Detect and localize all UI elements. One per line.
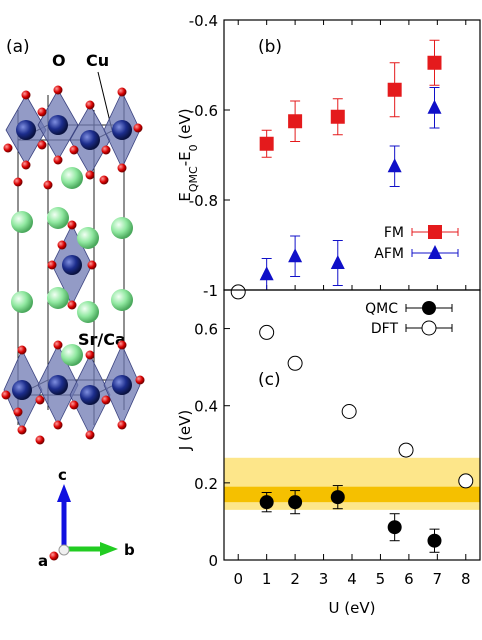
panel-b-label: (b)	[258, 37, 282, 57]
energy-chart: -1 -0.8 -0.6 -0.4 (b) EQMC-E0 (eV) FM AFM	[176, 12, 481, 300]
afm-point	[387, 158, 402, 173]
atom-label-cu: Cu	[86, 51, 109, 70]
exchange-xtick-label: 1	[262, 570, 272, 588]
exchange-chart-legend: QMC DFT	[365, 301, 453, 337]
dft-point	[230, 284, 246, 300]
energy-ytick-label: -0.8	[189, 192, 218, 210]
legend-marker-qmc	[422, 301, 436, 315]
o-atoms	[1, 85, 145, 445]
a-axis-marker	[49, 551, 59, 561]
qmc-point	[259, 495, 274, 510]
exchange-chart-bands	[224, 457, 480, 510]
qmc-point	[387, 520, 402, 535]
exchange-xtick-label: 7	[433, 570, 443, 588]
legend-label-dft: DFT	[371, 321, 399, 337]
energy-chart-ticks: -1 -0.8 -0.6 -0.4	[189, 12, 467, 300]
legend-marker-afm	[428, 245, 442, 259]
exchange-xtick-label: 8	[461, 570, 471, 588]
legend-label-qmc: QMC	[365, 301, 398, 317]
fm-point	[288, 114, 303, 129]
exchange-chart-frame	[223, 289, 481, 561]
dft-point	[259, 324, 275, 340]
exchange-ytick-label: 0.2	[194, 475, 218, 493]
cu-atoms	[12, 115, 132, 405]
legend-label-afm: AFM	[374, 246, 404, 262]
dft-point	[398, 442, 414, 458]
exchange-chart-ylabel: J (eV)	[176, 410, 194, 451]
axes-origin	[58, 544, 70, 556]
afm-point	[427, 99, 442, 114]
energy-chart-ylabel: EQMC-E0 (eV)	[176, 108, 200, 201]
fm-point	[259, 136, 274, 151]
exchange-ytick-label: 0.4	[194, 398, 218, 416]
exchange-chart: 0 0.2 0.4 0.6 0 1 2 3 4 5 6 7 8 (c) J (eV) U (eV) QM…	[176, 284, 481, 617]
b-axis-arrow-head	[100, 542, 118, 556]
exchange-ytick-label: 0.6	[194, 321, 218, 339]
fm-point	[330, 109, 345, 124]
energy-chart-data	[259, 39, 442, 291]
axis-label-b: b	[124, 541, 135, 559]
exchange-chart-data	[230, 284, 474, 553]
afm-point	[259, 266, 274, 281]
dft-point	[458, 473, 474, 489]
qmc-point	[427, 533, 442, 548]
dft-point	[341, 404, 357, 419]
legend-marker-fm	[428, 225, 442, 239]
exchange-xtick-label: 0	[233, 570, 243, 588]
dft-point	[287, 355, 303, 371]
crystal-structure-panel: (a) O Cu Sr/Ca	[1, 37, 145, 570]
confidence-band-1	[224, 486, 480, 503]
energy-chart-frame	[223, 19, 481, 291]
axis-label-c: c	[58, 466, 67, 484]
exchange-chart-xlabel: U (eV)	[329, 599, 376, 617]
energy-chart-legend: FM AFM	[374, 225, 459, 262]
energy-ytick-label: -0.6	[189, 102, 218, 120]
energy-ytick-label: -0.4	[189, 12, 218, 30]
energy-ytick-label: -1	[203, 282, 218, 300]
exchange-xtick-label: 2	[290, 570, 300, 588]
axes-triad: c a b	[38, 466, 135, 570]
legend-label-fm: FM	[384, 225, 404, 241]
srca-atoms	[11, 167, 133, 366]
atom-label-srca: Sr/Ca	[78, 330, 126, 349]
fm-point	[387, 82, 402, 97]
axis-label-a: a	[38, 552, 48, 570]
c-axis-arrow-head	[57, 484, 71, 502]
afm-point	[330, 255, 345, 269]
exchange-xtick-label: 6	[404, 570, 414, 588]
afm-point	[288, 248, 303, 263]
exchange-ytick-label: 0	[208, 552, 218, 570]
panel-c-label: (c)	[258, 370, 281, 390]
exchange-xtick-label: 3	[319, 570, 329, 588]
fm-point	[427, 55, 442, 70]
qmc-point	[330, 490, 345, 505]
atom-label-o: O	[52, 51, 66, 70]
legend-marker-dft	[421, 320, 437, 336]
exchange-chart-ticks: 0 0.2 0.4 0.6 0 1 2 3 4 5 6 7 8	[194, 321, 470, 588]
qmc-point	[288, 495, 303, 510]
panel-a-label: (a)	[6, 37, 30, 57]
exchange-xtick-label: 4	[347, 570, 357, 588]
exchange-xtick-label: 5	[376, 570, 386, 588]
